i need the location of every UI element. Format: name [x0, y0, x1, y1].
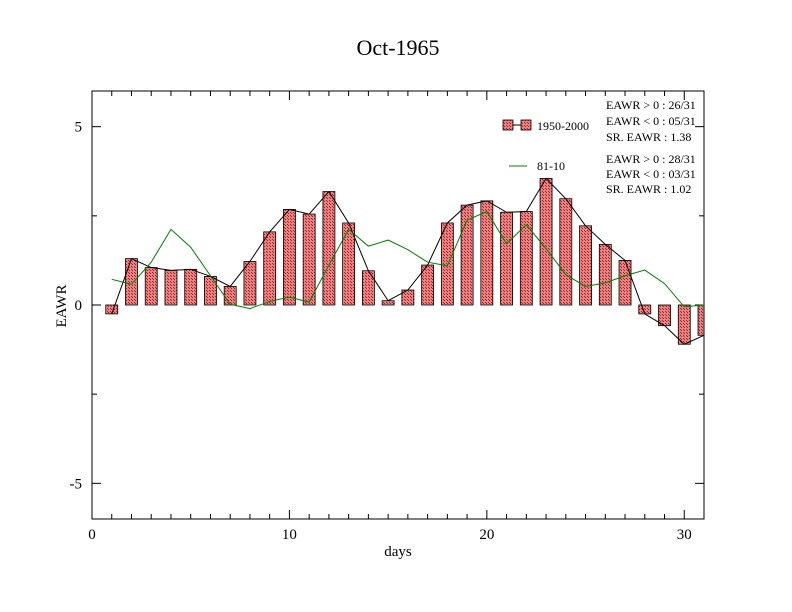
x-tick-label: 20 — [479, 527, 494, 543]
bar-1950-2000 — [263, 231, 277, 306]
bar-1950-2000 — [598, 243, 612, 306]
bar-1950-2000 — [302, 213, 316, 306]
chart-title: Oct-1965 — [356, 35, 439, 60]
bar-1950-2000 — [697, 304, 705, 336]
x-axis-label: days — [384, 544, 412, 560]
x-tick-label: 0 — [88, 527, 96, 543]
stats-1-negative: EAWR < 0 : 05/31 — [606, 114, 696, 128]
bar-1950-2000 — [440, 222, 454, 306]
stats-2-sr: SR. EAWR : 1.02 — [606, 182, 691, 196]
bar-1950-2000 — [204, 276, 217, 306]
bar-1950-2000 — [559, 198, 573, 306]
line-81-10 — [111, 210, 705, 310]
x-tick-label: 10 — [282, 527, 297, 543]
bar-1950-2000 — [283, 209, 296, 306]
legend-bar-swatch-a — [502, 119, 514, 131]
bar-1950-2000 — [677, 304, 691, 345]
legend: 1950-2000 81-10 — [502, 119, 589, 173]
bar-1950-2000 — [480, 200, 494, 306]
bar-1950-2000 — [579, 225, 592, 306]
ticks-layer: 0 10 20 30 -5 0 5 — [70, 91, 705, 543]
bar-1950-2000 — [342, 222, 356, 306]
stats-2-positive: EAWR > 0 : 28/31 — [606, 152, 696, 166]
bar-1950-2000 — [243, 261, 257, 306]
bar-1950-2000 — [361, 270, 375, 306]
bar-1950-2000 — [539, 177, 553, 306]
legend-bar-swatch-b — [520, 119, 532, 131]
y-tick-label: 5 — [75, 120, 83, 136]
y-tick-label: -5 — [70, 476, 83, 492]
bar-1950-2000 — [223, 286, 237, 306]
y-tick-label: 0 — [75, 298, 83, 314]
stats-2-negative: EAWR < 0 : 03/31 — [606, 167, 696, 181]
bars-layer — [105, 177, 705, 345]
bar-1950-2000 — [519, 211, 533, 306]
legend-label-line-series: 81-10 — [537, 159, 565, 173]
bar-1950-2000 — [125, 258, 138, 306]
y-axis-label: EAWR — [54, 285, 70, 328]
stats-block-2: EAWR > 0 : 28/31 EAWR < 0 : 03/31 SR. EA… — [606, 152, 696, 196]
bar-1950-2000 — [381, 300, 395, 306]
x-tick-label: 30 — [677, 527, 692, 543]
legend-label-bar-series: 1950-2000 — [537, 119, 589, 133]
bar-1950-2000 — [500, 211, 513, 306]
bar-1950-2000 — [322, 191, 336, 306]
bar-1950-2000 — [658, 304, 671, 327]
lines-layer — [111, 210, 705, 310]
bar-1950-2000 — [164, 270, 178, 306]
stats-1-sr: SR. EAWR : 1.38 — [606, 130, 691, 144]
bar-1950-2000 — [184, 268, 198, 306]
stats-block-1: EAWR > 0 : 26/31 EAWR < 0 : 05/31 SR. EA… — [606, 98, 696, 144]
bar-1950-2000 — [144, 267, 158, 306]
stats-1-positive: EAWR > 0 : 26/31 — [606, 98, 696, 112]
bar-1950-2000 — [618, 260, 632, 306]
